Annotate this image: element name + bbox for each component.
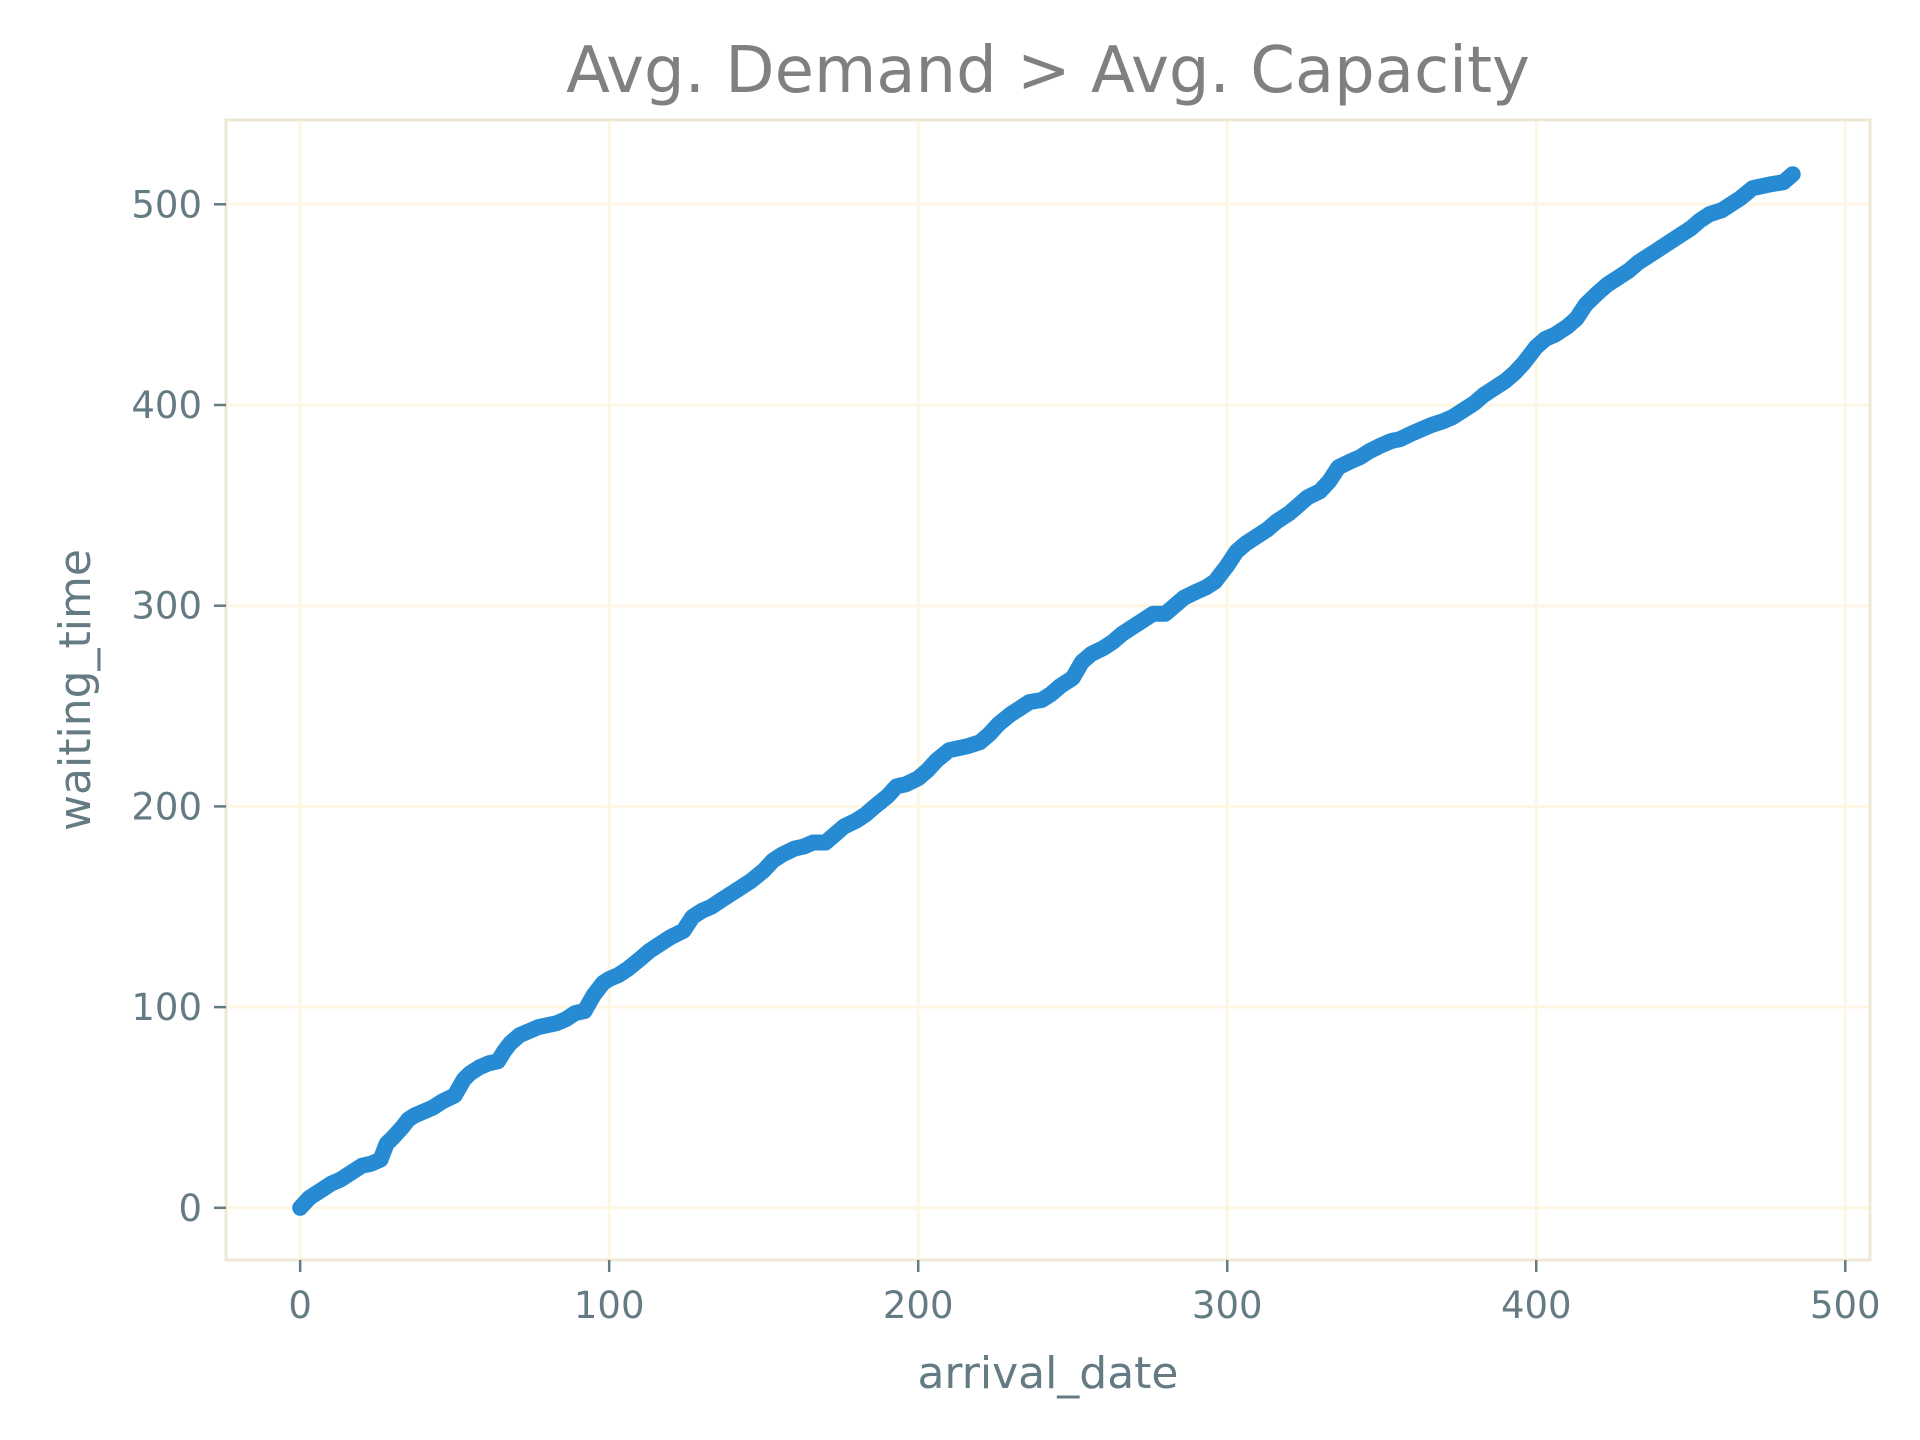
y-tick-label: 0 xyxy=(178,1187,202,1230)
plot-frame xyxy=(224,118,1872,1262)
x-tick-label: 500 xyxy=(1810,1284,1881,1327)
y-axis-label: waiting_time xyxy=(50,549,101,831)
data-line-layer xyxy=(292,166,1801,1216)
x-tick-label: 100 xyxy=(574,1284,645,1327)
x-tick-label: 200 xyxy=(883,1284,954,1327)
x-tick-label: 0 xyxy=(288,1284,312,1327)
x-tick-label: 400 xyxy=(1501,1284,1572,1327)
y-tick-label: 300 xyxy=(131,585,202,628)
y-tick-label: 500 xyxy=(131,183,202,226)
chart-title: Avg. Demand > Avg. Capacity xyxy=(566,34,1530,108)
y-tick-labels: 0 100 200 300 400 500 xyxy=(131,183,202,1230)
grid xyxy=(226,120,1870,1260)
x-tick-labels: 0 100 200 300 400 500 xyxy=(288,1284,1880,1327)
y-tick-label: 200 xyxy=(131,785,202,828)
y-tick-label: 400 xyxy=(131,384,202,427)
series-line xyxy=(292,166,1801,1216)
x-axis-label: arrival_date xyxy=(917,1348,1178,1399)
y-tick-label: 100 xyxy=(131,986,202,1029)
tick-marks xyxy=(214,203,1847,1272)
x-tick-label: 300 xyxy=(1192,1284,1263,1327)
